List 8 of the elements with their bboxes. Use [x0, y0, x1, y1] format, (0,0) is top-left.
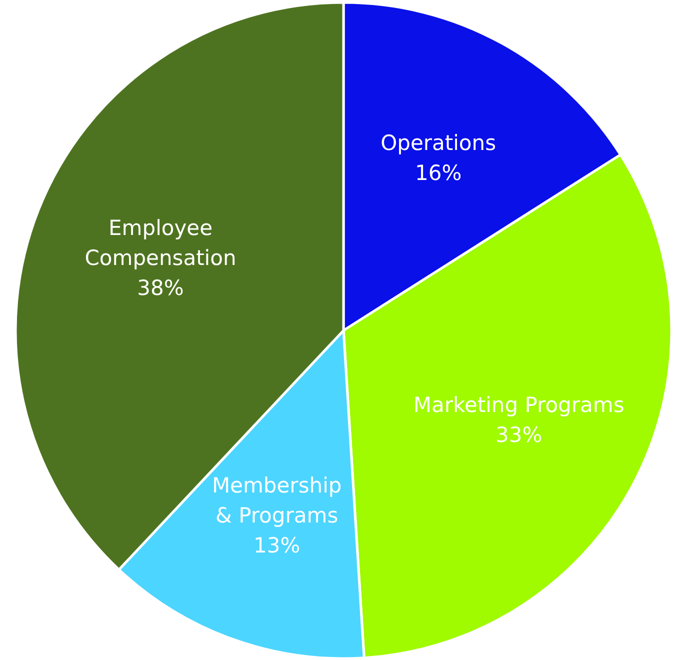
data-label: 13%: [254, 534, 300, 558]
slice-label: Membership & Programs: [212, 474, 342, 528]
data-label: 38%: [137, 276, 184, 300]
slice-label: Marketing Programs: [413, 392, 624, 417]
slice-label: Employee Compensation: [84, 216, 236, 270]
data-label: 16%: [414, 161, 462, 186]
data-label: 33%: [496, 422, 542, 447]
slice-label: Operations: [380, 131, 496, 156]
